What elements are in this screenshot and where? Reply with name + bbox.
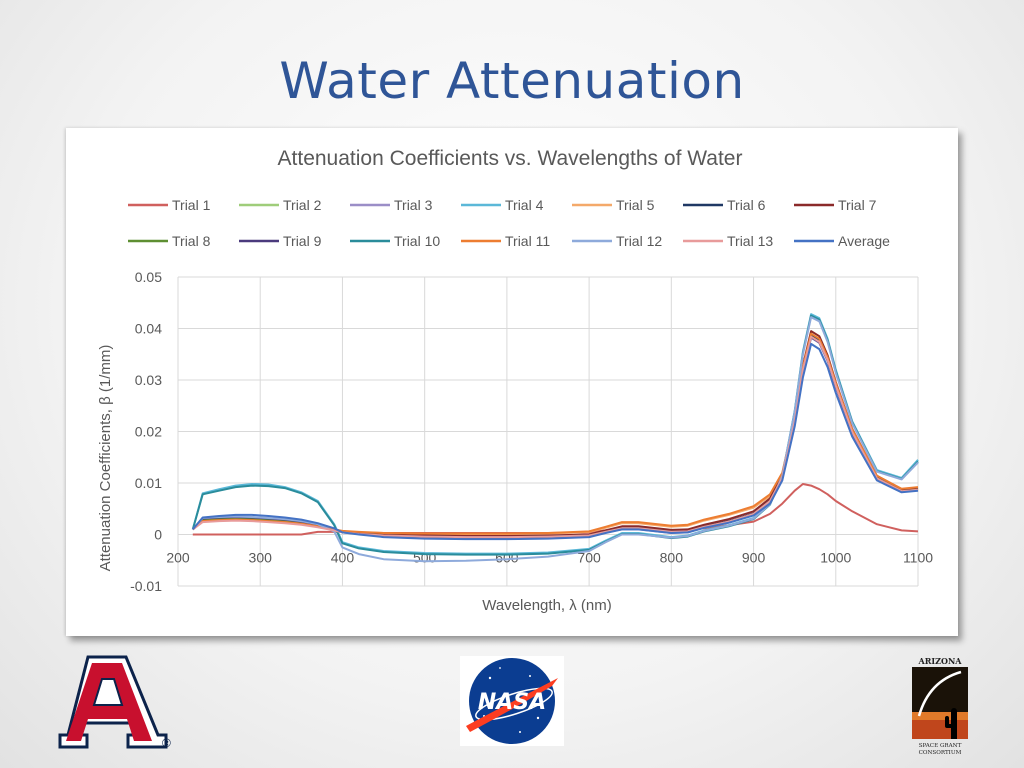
legend-label: Trial 12 — [616, 233, 662, 249]
legend-item: Trial 12 — [572, 233, 662, 249]
legend-item: Trial 3 — [350, 197, 433, 213]
y-tick-label: 0.04 — [135, 321, 162, 337]
legend-item: Trial 1 — [128, 197, 211, 213]
chart-svg: Attenuation Coefficients vs. Wavelengths… — [97, 147, 933, 614]
y-tick-label: 0 — [154, 527, 162, 543]
legend-label: Trial 7 — [838, 197, 877, 213]
legend-label: Trial 9 — [283, 233, 322, 249]
series-line-trial-8 — [192, 335, 919, 539]
series-line-trial-7 — [192, 330, 919, 537]
series-line-trial-9 — [192, 336, 919, 539]
y-axis-ticks: -0.01 0 0.01 0.02 0.03 0.04 0.05 — [130, 269, 162, 594]
legend-label: Trial 6 — [727, 197, 766, 213]
series-line-trial-13 — [192, 335, 919, 539]
arizona-space-grant-logo: ARIZONA SPACE GRANT CONSORTIUM — [912, 656, 968, 756]
legend-item: Average — [794, 233, 890, 249]
x-tick-label: 200 — [166, 550, 190, 566]
legend-label: Trial 10 — [394, 233, 440, 249]
y-tick-label: 0.01 — [135, 475, 162, 491]
legend-label: Average — [838, 233, 890, 249]
university-of-arizona-logo: ® — [58, 655, 171, 749]
chart-title: Attenuation Coefficients vs. Wavelengths… — [278, 147, 743, 170]
chart-panel: Attenuation Coefficients vs. Wavelengths… — [66, 128, 958, 636]
x-tick-label: 1100 — [903, 550, 933, 566]
block-a-icon — [58, 655, 168, 749]
series-line-trial-2 — [192, 335, 919, 539]
chart-legend: Trial 1 Trial 2 Trial 3 Trial 4 Trial 5 Trial… — [128, 197, 890, 249]
legend-item: Trial 7 — [794, 197, 877, 213]
legend-item: Trial 10 — [350, 233, 440, 249]
nasa-vector-icon — [466, 678, 558, 732]
y-tick-label: -0.01 — [130, 578, 162, 594]
legend-item: Trial 4 — [461, 197, 544, 213]
series-line-trial-11 — [192, 332, 919, 535]
series-line-trial-12 — [192, 316, 919, 563]
series-line-average — [192, 342, 919, 541]
chart-grid — [177, 276, 919, 587]
legend-label: Trial 8 — [172, 233, 211, 249]
legend-label: Trial 5 — [616, 197, 655, 213]
series-line-trial-3 — [192, 336, 919, 539]
y-tick-label: 0.03 — [135, 372, 162, 388]
x-axis-ticks: 200 300 400 500 600 700 800 900 1000 1100 — [166, 550, 933, 566]
legend-item: Trial 11 — [461, 233, 550, 249]
x-tick-label: 900 — [742, 550, 766, 566]
legend-item: Trial 8 — [128, 233, 211, 249]
chart-series — [191, 313, 919, 563]
asgc-line2: CONSORTIUM — [919, 750, 962, 756]
legend-label: Trial 11 — [505, 233, 550, 249]
x-tick-label: 800 — [660, 550, 684, 566]
legend-item: Trial 5 — [572, 197, 655, 213]
legend-item: Trial 13 — [683, 233, 773, 249]
nasa-wordmark: NASA — [478, 690, 546, 715]
nasa-globe-icon — [469, 658, 555, 744]
registered-mark: ® — [162, 736, 171, 749]
legend-label: Trial 3 — [394, 197, 433, 213]
legend-label: Trial 13 — [727, 233, 773, 249]
legend-label: Trial 2 — [283, 197, 322, 213]
legend-label: Trial 1 — [172, 197, 211, 213]
asgc-top-text: ARIZONA — [918, 656, 963, 666]
asgc-line1: SPACE GRANT — [919, 743, 962, 749]
x-tick-label: 700 — [577, 550, 601, 566]
series-line-trial-6 — [192, 334, 919, 539]
y-axis-label: Attenuation Coefficients, β (1/mm) — [97, 345, 114, 572]
x-tick-label: 300 — [249, 550, 273, 566]
y-tick-label: 0.02 — [135, 424, 162, 440]
nasa-logo: NASA — [460, 656, 564, 746]
x-tick-label: 1000 — [820, 550, 851, 566]
series-line-trial-5 — [192, 333, 919, 535]
legend-item: Trial 2 — [239, 197, 322, 213]
legend-item: Trial 6 — [683, 197, 766, 213]
legend-label: Trial 4 — [505, 197, 544, 213]
x-tick-label: 600 — [495, 550, 519, 566]
x-tick-label: 400 — [331, 550, 355, 566]
slide-title: Water Attenuation — [279, 52, 745, 110]
x-axis-label: Wavelength, λ (nm) — [482, 597, 612, 614]
y-tick-label: 0.05 — [135, 269, 162, 285]
legend-item: Trial 9 — [239, 233, 322, 249]
